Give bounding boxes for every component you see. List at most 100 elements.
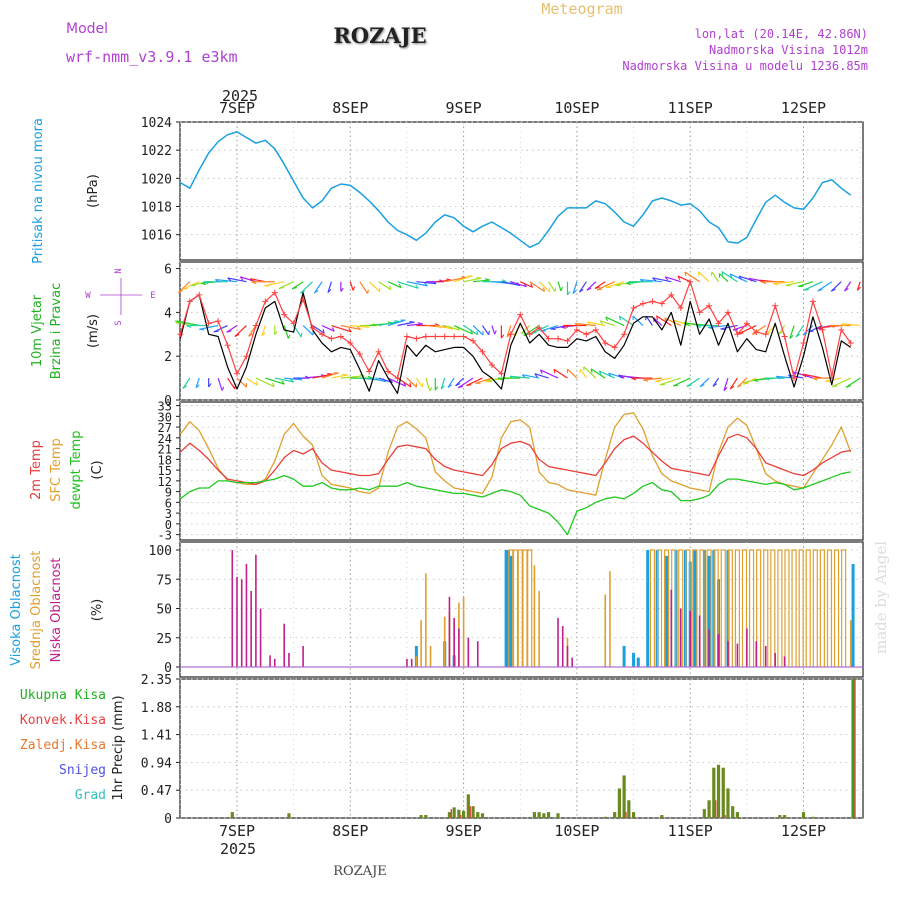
wind-arrow <box>435 324 454 330</box>
wind-arrow-head <box>498 377 503 381</box>
wind-arrow <box>736 377 748 388</box>
wind-arrow-head <box>300 332 303 337</box>
wind-arrow <box>729 273 748 283</box>
sfc-temp-line <box>179 412 852 496</box>
wind-arrow <box>472 279 490 283</box>
wind-arrow-head <box>174 320 179 325</box>
wind-arrow-head <box>620 375 625 379</box>
wind-gust-marker <box>762 331 769 338</box>
wind-arrow-head <box>673 384 679 387</box>
wind-arrow <box>656 315 672 327</box>
wind-arrow-head <box>776 375 781 380</box>
wind-arrow-head <box>542 287 546 292</box>
wind-arrow <box>653 317 663 326</box>
total-precip-bar <box>631 812 636 818</box>
temp-ytick-label: 9 <box>165 486 172 500</box>
wind-arrow-head <box>841 323 846 327</box>
wind-arrow <box>802 325 814 336</box>
cloud-label-high: Visoka Oblacnost <box>9 554 24 666</box>
temp-ytick-label: 15 <box>158 464 172 478</box>
low-cloud-bar <box>476 641 479 667</box>
wind-arrow-head <box>639 279 645 283</box>
wind-arrow-head <box>261 332 266 337</box>
wind-ytick-label: 4 <box>164 306 172 321</box>
low-cloud-bar <box>406 658 408 667</box>
wind-arrow-head <box>458 385 464 389</box>
wind-arrow-head <box>710 271 713 276</box>
temp-label-2m: 2m Temp <box>29 440 44 500</box>
top-day-label: 8SEP <box>332 99 368 117</box>
mid-cloud-bar <box>826 549 833 667</box>
wind-arrow <box>587 321 606 327</box>
wind-arrow-head <box>550 328 556 331</box>
wind-arrow-head <box>844 287 849 292</box>
wind-arrow-head <box>213 330 219 333</box>
wind-arrow <box>572 281 578 294</box>
wind-arrow-head <box>685 322 690 327</box>
wind-gust-marker <box>470 337 477 344</box>
wind-arrow-head <box>271 382 275 387</box>
total-precip-bar <box>660 815 664 818</box>
wind-arrow <box>817 281 833 292</box>
model-elevation: Nadmorska Visina u modelu 1236.85m <box>622 59 868 73</box>
wind-arrow-head <box>803 288 809 291</box>
wind-arrow-head <box>628 281 634 285</box>
station-title: ROZAJE <box>333 23 426 48</box>
wind-label-1: 10m Vjetar <box>30 294 45 367</box>
pressure-unit: (hPa) <box>86 174 101 208</box>
wind-gust-marker <box>649 298 656 305</box>
bottom-day-label: 7SEP <box>219 822 255 840</box>
high-cloud-bar <box>636 657 640 667</box>
mid-cloud-bar <box>777 549 783 667</box>
wind-arrow-head <box>208 383 212 388</box>
wind-arrow-head <box>182 385 188 389</box>
cloud-ytick-label: 0 <box>164 661 172 676</box>
wind-arrow-head <box>190 284 196 287</box>
wind-arrow-head <box>594 286 600 289</box>
wind-arrow-head <box>686 384 692 388</box>
wind-arrow-head <box>476 330 479 335</box>
low-cloud-bar <box>571 657 573 667</box>
wind-arrow-head <box>652 277 657 282</box>
wind-arrow <box>590 368 606 379</box>
wind-arrow-head <box>367 289 369 294</box>
wind-arrow <box>300 281 313 294</box>
wind-gust-marker <box>781 333 788 340</box>
wind-arrow <box>463 277 482 283</box>
wind-arrow <box>803 281 823 291</box>
precip-ytick-label: 1.41 <box>141 729 172 744</box>
wind-gust-line <box>179 281 852 379</box>
mid-cloud-bar <box>692 549 698 667</box>
wind-arrow <box>291 281 304 290</box>
wind-arrow-head <box>322 329 325 334</box>
wind-arrow <box>802 373 823 379</box>
wind-arrow-head <box>773 283 779 286</box>
wind-gust-marker <box>696 309 703 316</box>
wind-arrow <box>711 271 720 283</box>
low-cloud-bar <box>698 615 701 667</box>
wind-arrow-head <box>215 279 220 283</box>
wind-arrow-head <box>423 282 428 287</box>
wind-gust-marker <box>290 320 297 327</box>
wind-arrow-head <box>553 369 556 374</box>
total-precip-bar <box>622 775 626 818</box>
precip-label-conv: Konvek.Kisa <box>20 713 106 728</box>
wind-arrow-head <box>737 384 742 388</box>
wind-arrow <box>321 324 335 332</box>
wind-arrow <box>523 325 540 337</box>
wind-arrow-head <box>753 379 759 383</box>
wind-arrow-head <box>331 327 335 332</box>
wind-arrow <box>265 377 285 385</box>
wind-arrow <box>387 377 406 387</box>
wind-arrow <box>463 325 479 336</box>
wind-arrow <box>444 324 460 331</box>
wind-gust-marker <box>451 333 458 340</box>
wind-arrow-head <box>574 323 580 327</box>
model-name: wrf-nmm_v3.9.1 e3km <box>66 48 238 66</box>
precip-ytick-label: 1.88 <box>141 701 172 716</box>
wind-gust-marker <box>639 300 646 307</box>
temp-ytick-label: 21 <box>158 443 172 457</box>
wind-arrow <box>540 324 559 332</box>
temp-ytick-label: 30 <box>158 410 172 424</box>
wind-arrow <box>425 377 431 392</box>
